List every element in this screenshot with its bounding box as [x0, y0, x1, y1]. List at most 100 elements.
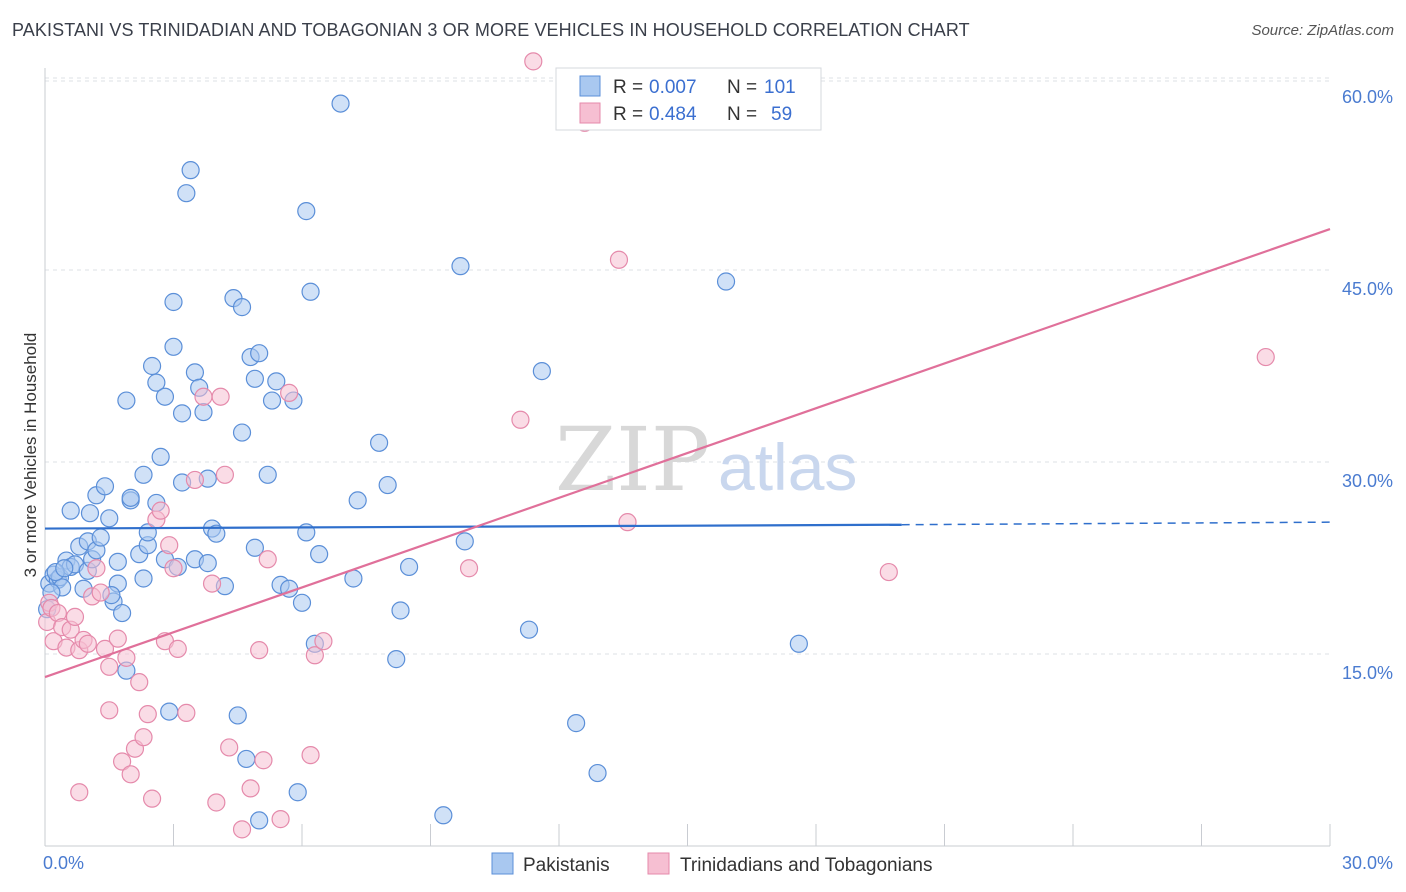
point-pakistanis-85: [434, 806, 453, 825]
point-trinidadians-37: [202, 574, 222, 593]
point-pakistanis-84: [399, 557, 419, 577]
point-pakistanis-59: [237, 749, 256, 769]
point-trinidadians-43: [241, 779, 260, 798]
point-pakistanis-88: [519, 620, 539, 639]
point-trinidadians-25: [134, 728, 153, 747]
point-pakistanis-63: [250, 811, 269, 830]
point-pakistanis-44: [177, 184, 196, 203]
point-trinidadians-52: [459, 559, 479, 578]
legend-n-value-1: 101: [764, 77, 796, 98]
correlation-legend: R = 0.007 N = 101 R = 0.484 N = 59: [555, 67, 822, 131]
point-trinidadians-46: [258, 550, 277, 569]
point-pakistanis-65: [262, 391, 282, 410]
legend-swatch-blue: [579, 75, 601, 97]
point-pakistanis-49: [194, 402, 213, 422]
point-pakistanis-29: [134, 569, 153, 588]
point-trinidadians-14: [87, 559, 106, 578]
point-trinidadians-49: [301, 746, 320, 765]
y-tick-label-2: 45.0%: [1342, 279, 1393, 299]
watermark-atlas: atlas: [718, 430, 857, 504]
point-trinidadians-33: [168, 639, 187, 658]
bottom-legend-trinidadians: Trinidadians and Tobagonians: [680, 855, 932, 876]
point-pakistanis-18: [100, 509, 119, 528]
point-trinidadians-56: [609, 250, 629, 269]
legend-r-value-1: 0.007: [649, 77, 697, 98]
point-pakistanis-40: [164, 337, 183, 356]
point-trinidadians-44: [250, 641, 269, 660]
point-trinidadians-38: [207, 793, 226, 812]
point-trinidadians-42: [232, 820, 252, 839]
point-pakistanis-39: [164, 292, 183, 312]
point-pakistanis-80: [370, 433, 389, 452]
point-trinidadians-59: [1256, 347, 1275, 367]
point-trinidadians-36: [194, 387, 213, 406]
trend-line-pakistanis-extension: [901, 521, 1331, 526]
series-pakistanis: [38, 94, 808, 830]
point-pakistanis-79: [348, 491, 367, 510]
point-pakistanis-76: [310, 545, 329, 564]
point-trinidadians-16: [95, 639, 115, 658]
legend-n-label-2: N =: [727, 104, 757, 125]
point-trinidadians-50: [305, 646, 324, 665]
x-tick-label-1: 30.0%: [1342, 853, 1393, 873]
point-pakistanis-61: [245, 369, 264, 388]
legend-r-label-2: R =: [613, 104, 643, 125]
point-trinidadians-31: [160, 536, 179, 555]
point-trinidadians-26: [138, 705, 157, 724]
watermark: ZIP atlas: [555, 408, 857, 511]
point-pakistanis-87: [455, 532, 474, 551]
point-pakistanis-58: [232, 298, 252, 317]
legend-n-value-2: 59: [771, 104, 792, 125]
bottom-legend-pakistanis: Pakistanis: [523, 855, 610, 876]
point-pakistanis-32: [142, 356, 162, 376]
point-pakistanis-93: [789, 634, 808, 653]
y-tick-label-0: 15.0%: [1342, 663, 1393, 683]
point-trinidadians-54: [524, 52, 543, 71]
axes: [44, 68, 1331, 847]
point-trinidadians-24: [130, 673, 149, 692]
point-trinidadians-35: [185, 470, 205, 490]
legend-r-label-1: R =: [613, 77, 643, 98]
point-pakistanis-71: [292, 593, 312, 612]
point-trinidadians-22: [121, 765, 140, 784]
point-pakistanis-99: [55, 559, 74, 578]
trend-line-trinidadians: [44, 228, 1331, 679]
legend-r-value-2: 0.484: [649, 104, 697, 125]
point-pakistanis-33: [147, 373, 166, 392]
series-trinidadians: [38, 52, 1275, 839]
point-pakistanis-74: [301, 282, 320, 301]
bottom-legend-swatch-trinidadians: [647, 852, 670, 875]
point-pakistanis-83: [391, 601, 410, 620]
y-tick-label-1: 30.0%: [1342, 471, 1393, 491]
y-tick-label-3: 60.0%: [1342, 87, 1393, 107]
point-trinidadians-47: [271, 810, 290, 829]
legend-swatch-pink: [579, 102, 601, 124]
point-pakistanis-26: [121, 488, 140, 507]
point-pakistanis-23: [117, 391, 136, 410]
point-pakistanis-97: [80, 504, 100, 523]
point-trinidadians-53: [511, 410, 530, 429]
point-trinidadians-41: [220, 738, 239, 757]
point-pakistanis-72: [297, 202, 316, 221]
point-pakistanis-66: [267, 372, 286, 391]
point-pakistanis-86: [451, 257, 470, 276]
watermark-zip: ZIP: [555, 408, 710, 511]
point-pakistanis-38: [160, 702, 179, 721]
point-pakistanis-62: [250, 344, 269, 363]
series-legend: Pakistanis Trinidadians and Tobagonians: [491, 852, 932, 876]
point-trinidadians-15: [91, 583, 110, 602]
point-trinidadians-45: [254, 751, 273, 770]
point-trinidadians-8: [65, 607, 85, 626]
point-pakistanis-89: [532, 362, 551, 381]
trend-lines: [44, 228, 1331, 679]
source-label: Source: ZipAtlas.com: [1251, 22, 1394, 39]
point-trinidadians-27: [142, 789, 162, 808]
point-trinidadians-40: [215, 465, 234, 484]
point-pakistanis-45: [181, 161, 200, 180]
point-pakistanis-53: [207, 524, 226, 543]
point-pakistanis-17: [95, 477, 115, 496]
bottom-legend-swatch-pakistanis: [491, 852, 514, 875]
point-trinidadians-57: [618, 513, 637, 532]
point-trinidadians-34: [177, 703, 196, 722]
point-pakistanis-81: [378, 475, 397, 495]
